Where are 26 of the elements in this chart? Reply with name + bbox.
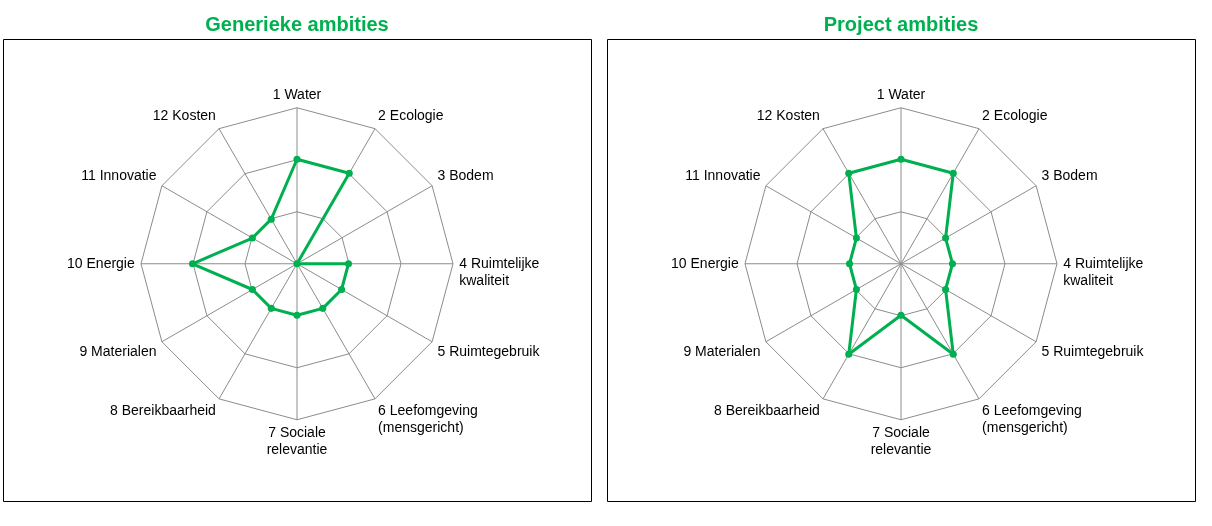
spoke-label: 3 Bodem (1041, 166, 1098, 183)
spoke-label: 12 Kosten (152, 107, 216, 124)
spoke-label: 2 Ecologie (982, 107, 1048, 124)
spoke-label: 11 Innovatie (81, 166, 157, 183)
spoke-label: 4 Ruimtelijke kwaliteit (1063, 254, 1144, 288)
spoke-label: 10 Energie (671, 254, 739, 271)
spoke-label: 10 Energie (67, 254, 135, 271)
spoke-label: 5 Ruimtegebruik (437, 342, 541, 359)
spoke-label: 7 Sociale relevantie (870, 424, 932, 457)
spoke-label: 1 Water (272, 85, 322, 102)
chart-title: Project ambities (823, 13, 979, 35)
spoke-label: 2 Ecologie (378, 107, 444, 124)
spoke-label: 6 Leefomgeving (mensgericht) (982, 402, 1082, 436)
spoke-label: 1 Water (876, 85, 926, 102)
spoke-label: 4 Ruimtelijke kwaliteit (459, 254, 540, 288)
spoke-label: 7 Sociale relevantie (266, 424, 328, 457)
spoke-label: 11 Innovatie (685, 166, 761, 183)
spoke-label: 3 Bodem (437, 166, 494, 183)
spoke-label: 9 Materialen (79, 342, 157, 359)
spoke-label: 6 Leefomgeving (mensgericht) (378, 402, 478, 436)
spoke-label: 9 Materialen (683, 342, 761, 359)
spoke-label: 8 Bereikbaarheid (714, 402, 820, 419)
spoke-label: 12 Kosten (756, 107, 820, 124)
spoke-label: 5 Ruimtegebruik (1041, 342, 1145, 359)
chart-title: Generieke ambities (205, 13, 389, 35)
spoke-label: 8 Bereikbaarheid (110, 402, 216, 419)
